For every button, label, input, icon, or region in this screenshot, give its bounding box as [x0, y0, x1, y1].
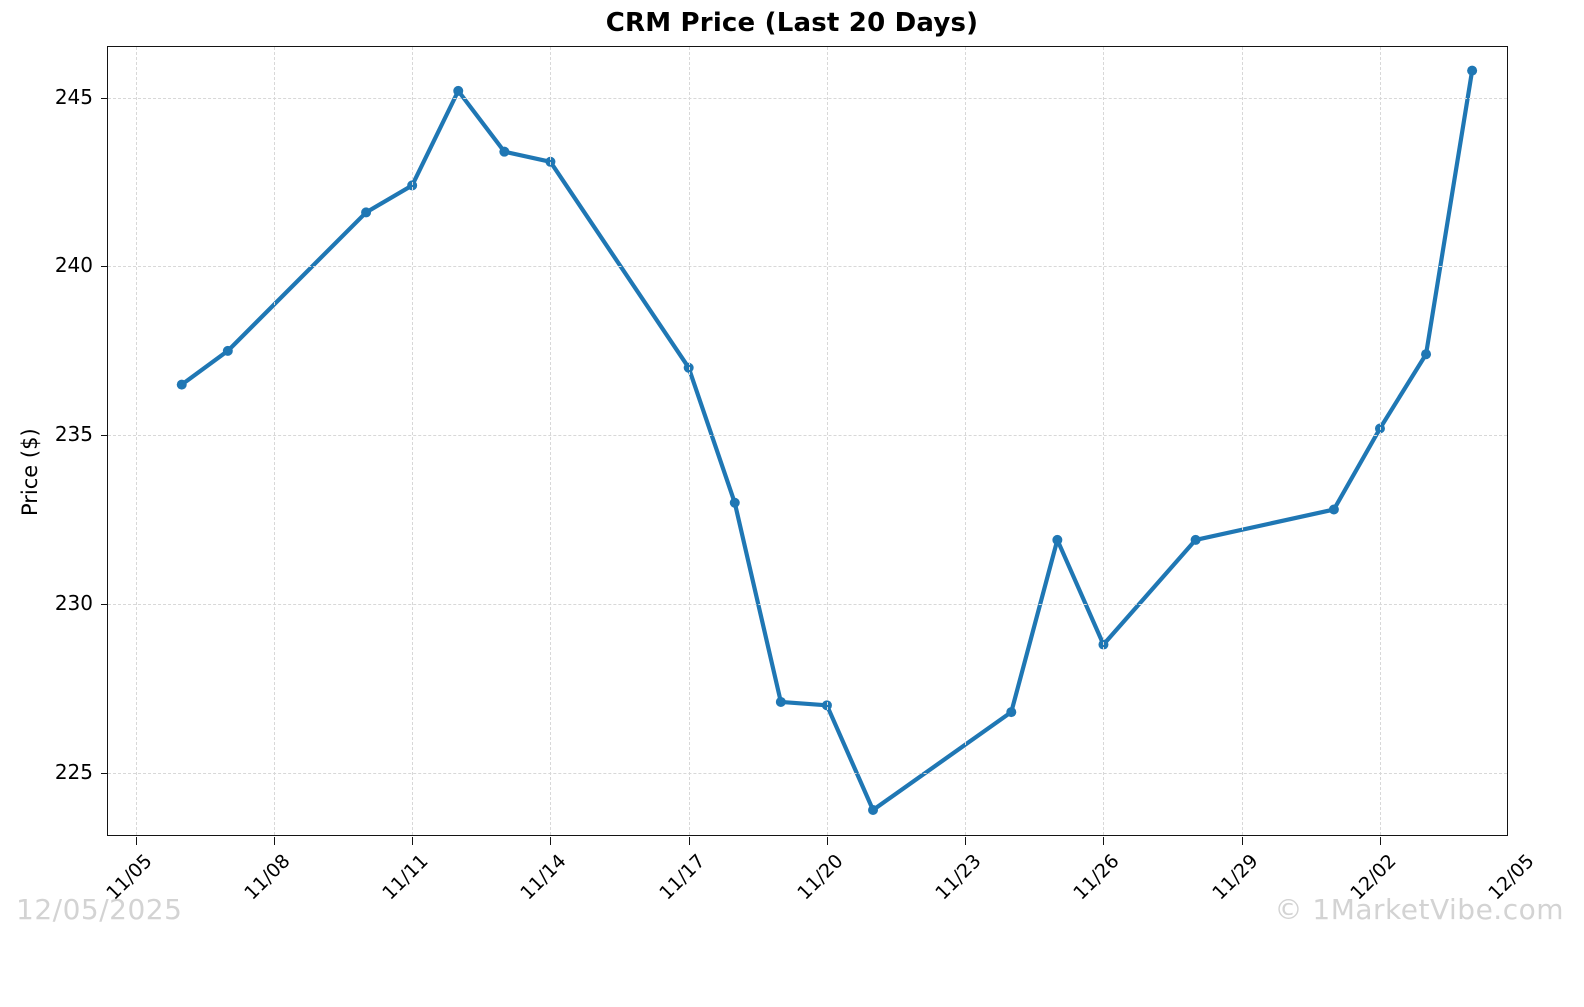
- x-tick-label: 11/20: [793, 850, 848, 905]
- x-tick-label: 12/02: [1346, 850, 1401, 905]
- y-tick-label: 235: [54, 422, 93, 447]
- data-point: [868, 804, 879, 815]
- y-tick-label: 245: [54, 84, 93, 109]
- gridline-vertical: [550, 47, 552, 835]
- data-point: [176, 379, 187, 390]
- x-tick-label: 11/05: [101, 850, 157, 905]
- x-tick-mark: [412, 837, 414, 845]
- brand-watermark: © 1MarketVibe.com: [1274, 893, 1564, 926]
- y-tick-mark: [101, 435, 108, 437]
- price-line: [179, 68, 1475, 813]
- x-tick-mark: [826, 837, 828, 845]
- x-tick-label: 11/23: [931, 850, 986, 905]
- y-tick-label: 230: [54, 591, 93, 616]
- x-tick-label: 11/11: [378, 850, 433, 905]
- gridline-vertical: [1103, 47, 1105, 835]
- gridline-vertical: [965, 47, 967, 835]
- gridline-vertical: [412, 47, 414, 835]
- plot-area: [101, 46, 1508, 845]
- x-tick-label: 11/08: [240, 850, 295, 905]
- x-tick-mark: [1241, 837, 1243, 845]
- date-watermark: 12/05/2025: [16, 893, 183, 926]
- gridline-vertical: [1241, 47, 1243, 835]
- data-point: [775, 696, 786, 707]
- data-point: [729, 497, 740, 508]
- gridline-horizontal: [108, 435, 1507, 437]
- x-tick-label: 11/17: [654, 850, 710, 905]
- data-point: [1328, 504, 1339, 515]
- y-tick-mark: [101, 772, 108, 774]
- gridline-horizontal: [108, 604, 1507, 606]
- chart-title: CRM Price (Last 20 Days): [605, 8, 979, 38]
- x-tick-mark: [550, 837, 552, 845]
- x-tick-mark: [965, 837, 967, 845]
- gridline-horizontal: [108, 772, 1507, 774]
- gridline-vertical: [135, 47, 137, 835]
- data-point: [222, 345, 233, 356]
- gridline-horizontal: [108, 97, 1507, 99]
- data-point: [499, 146, 510, 157]
- data-point: [361, 207, 372, 218]
- y-tick-mark: [101, 97, 108, 99]
- x-tick-label: 12/05: [1484, 850, 1539, 905]
- x-tick-label: 11/14: [516, 850, 571, 905]
- y-tick-mark: [101, 266, 108, 268]
- y-tick-label: 240: [54, 253, 93, 278]
- data-point: [1052, 534, 1063, 545]
- data-point: [1006, 707, 1017, 718]
- data-point: [453, 85, 464, 96]
- y-tick-mark: [101, 604, 108, 606]
- data-point: [1467, 65, 1478, 76]
- gridline-vertical: [1379, 47, 1381, 835]
- x-tick-mark: [1379, 837, 1381, 845]
- x-tick-mark: [135, 837, 137, 845]
- x-tick-mark: [688, 837, 690, 845]
- price-line-series: [176, 65, 1478, 815]
- gridline-vertical: [688, 47, 690, 835]
- x-tick-mark: [1103, 837, 1105, 845]
- data-point: [1190, 534, 1201, 545]
- chart-figure: CRM Price (Last 20 Days) Price ($) 12/05…: [16, 8, 1564, 926]
- gridline-horizontal: [108, 266, 1507, 268]
- x-tick-label: 11/26: [1069, 850, 1124, 905]
- data-point: [1421, 349, 1432, 360]
- gridline-vertical: [273, 47, 275, 835]
- y-tick-label: 225: [54, 759, 93, 784]
- x-tick-mark: [273, 837, 275, 845]
- gridline-vertical: [826, 47, 828, 835]
- x-tick-label: 11/29: [1207, 850, 1263, 905]
